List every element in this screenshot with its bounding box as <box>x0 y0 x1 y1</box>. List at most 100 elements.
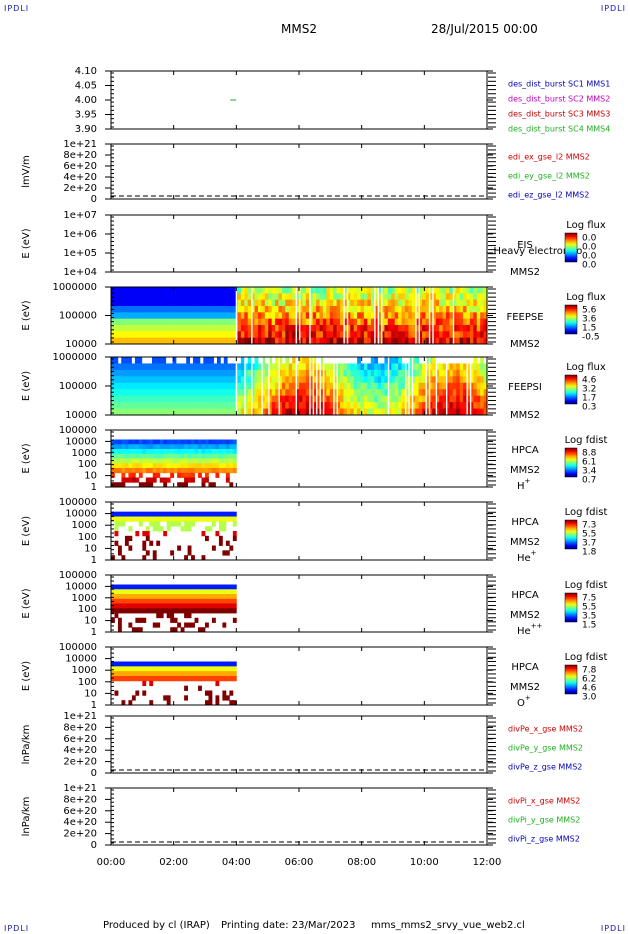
p4-cell <box>251 312 255 320</box>
p5-cell <box>186 357 191 364</box>
p5-cell <box>230 363 235 371</box>
p4-cell <box>305 306 310 313</box>
p5-cell <box>398 382 402 390</box>
p5-cell <box>476 363 481 371</box>
p5-cell <box>346 402 351 409</box>
p4-cell <box>418 318 423 326</box>
p9-ytick-label: 1000 <box>72 665 97 676</box>
p5-cell <box>275 357 279 364</box>
p4-cell <box>162 293 167 301</box>
p4-gap <box>251 287 253 344</box>
p6-cell <box>201 468 206 474</box>
p5-cell <box>340 395 344 403</box>
p4-cell <box>391 318 396 326</box>
p4-cell <box>155 299 160 307</box>
p6-cell <box>198 472 202 478</box>
p4-cell <box>213 337 218 345</box>
p8-cell <box>138 608 143 614</box>
p6-cell <box>205 444 209 450</box>
p4-cell <box>124 299 129 307</box>
p8-cell <box>201 584 206 590</box>
p6-cell <box>128 463 133 469</box>
p8-cell <box>173 617 178 623</box>
p8-cell <box>124 603 129 609</box>
p5-ytick-label: 100000 <box>59 381 97 392</box>
p4-cell <box>449 331 454 339</box>
p6-colorbar-tick: 8.8 <box>582 449 597 459</box>
p4-cell <box>155 287 160 294</box>
p6-cell <box>218 458 223 464</box>
p4-cell <box>480 337 484 345</box>
p8-cell <box>142 603 147 609</box>
p6-cell <box>194 468 199 474</box>
p4-cell <box>442 312 447 320</box>
p4-cell <box>285 325 290 332</box>
p4-cell <box>439 337 443 345</box>
p7-cell <box>187 550 192 556</box>
p4-cell <box>384 325 389 332</box>
p4-cell <box>319 306 324 313</box>
p4-cell <box>114 331 119 339</box>
p2-frame <box>110 143 488 200</box>
p8-cell <box>208 589 213 595</box>
p4-cell <box>230 293 235 301</box>
p7-cell <box>180 511 185 517</box>
p7-cell <box>142 516 147 522</box>
p5-cell <box>138 363 143 371</box>
p5-cell <box>309 395 314 403</box>
p4-cell <box>329 293 334 301</box>
p4-cell <box>480 293 484 301</box>
p7-cell <box>128 545 133 551</box>
p4-cell <box>428 287 433 294</box>
p6-cell <box>222 449 227 455</box>
p5-cell <box>172 408 177 416</box>
p4-cell <box>182 287 187 294</box>
p4-cell <box>203 287 208 294</box>
p4-cell <box>162 299 167 307</box>
p8-cell <box>173 598 178 604</box>
p4-cell <box>155 293 160 301</box>
p5-cell <box>155 395 160 403</box>
p9-colorbar-title: Log fdist <box>565 652 608 663</box>
p5-cell <box>346 363 351 371</box>
p8-cell <box>117 608 122 614</box>
p4-cell <box>220 287 225 294</box>
p7-cell <box>201 516 206 522</box>
p6-cell <box>128 472 133 478</box>
p9-cell <box>149 700 154 706</box>
p4-cell <box>268 293 273 301</box>
p4-cell <box>476 337 481 345</box>
p5-cell <box>404 369 409 377</box>
p3-ytick-label: 1e+04 <box>63 267 97 278</box>
p9-cell <box>187 666 192 672</box>
p5-cell <box>117 363 122 371</box>
p8-cell <box>170 589 175 595</box>
p8-cell <box>198 598 202 604</box>
p7-ytick-label: 1000 <box>72 520 97 531</box>
p6-cell <box>180 458 185 464</box>
p4-cell <box>432 318 437 326</box>
p5-cell <box>145 369 149 377</box>
p5-cell <box>302 389 307 397</box>
p6-cell <box>208 449 213 455</box>
p8-ytick-label: 1000 <box>72 593 97 604</box>
p6-cell <box>232 458 237 464</box>
p5-cell <box>295 382 300 390</box>
p5-cell <box>302 408 307 416</box>
p4-cell <box>336 325 341 332</box>
p5-cell <box>288 408 293 416</box>
p11-ylabel: lnPa/km <box>21 797 32 837</box>
p9-cell <box>194 671 199 677</box>
p6-cell <box>149 449 154 455</box>
p4-cell <box>346 287 351 294</box>
p5-cell <box>360 369 365 377</box>
p5-cell <box>408 382 413 390</box>
p4-cell <box>230 337 235 345</box>
p5-cell <box>415 389 420 397</box>
p4-cell <box>384 318 389 326</box>
p8-cell <box>114 603 119 609</box>
p9-cell <box>218 676 223 682</box>
p5-cell <box>394 382 399 390</box>
p4-cell <box>350 306 355 313</box>
p6-cell <box>159 439 164 445</box>
